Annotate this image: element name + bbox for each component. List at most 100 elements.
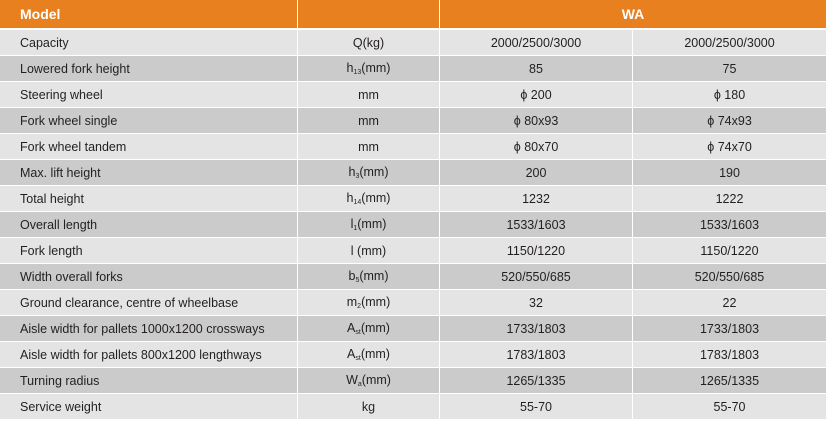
unit-tail: (mm): [361, 191, 391, 205]
table-row: Fork wheel single mm ϕ 80x93 ϕ 74x93: [0, 108, 826, 133]
table-cell: Fork wheel tandem: [0, 134, 298, 159]
table-row: Aisle width for pallets 800x1200 lengthw…: [0, 342, 826, 367]
table-row: Width overall forks b5(mm) 520/550/685 520/…: [0, 264, 826, 289]
unit: Ast(mm): [347, 321, 390, 336]
table-cell: 32: [440, 290, 633, 315]
table-cell: 55-70: [440, 394, 633, 419]
table-cell: h14(mm): [298, 186, 440, 211]
table-cell: ϕ 180: [713, 87, 746, 102]
table-cell: 1265/1335: [440, 368, 633, 393]
unit: b5(mm): [348, 269, 388, 284]
unit-subscript: st: [355, 355, 361, 362]
table-cell: Wa(mm): [298, 368, 440, 393]
table-cell: 2000/2500/3000: [440, 30, 633, 55]
unit: h3(mm): [348, 165, 388, 180]
table-cell: ϕ 74x70: [707, 139, 752, 154]
unit: Wa(mm): [346, 373, 391, 388]
unit-tail: (mm): [361, 295, 391, 309]
table-row: Turning radius Wa(mm) 1265/1335 1265/1335: [0, 368, 826, 393]
table-row: Lowered fork height h13(mm) 85 75: [0, 56, 826, 81]
table-cell: mm: [298, 134, 440, 159]
unit-symbol: m: [346, 295, 358, 309]
unit-symbol: h: [348, 165, 356, 179]
table-cell: Capacity: [0, 30, 298, 55]
table-cell: Fork wheel single: [0, 108, 298, 133]
header-cell: [298, 0, 440, 28]
table-cell: 2000/2500/3000: [684, 35, 775, 50]
table-cell: 85: [440, 56, 633, 81]
unit-tail: (mm): [359, 165, 389, 179]
table-cell: mm: [298, 82, 440, 107]
table-cell: 1733/1803: [699, 321, 760, 336]
table-cell: Aisle width for pallets 1000x1200 crossw…: [0, 316, 298, 341]
table-cell: mm: [298, 108, 440, 133]
table-cell: 1783/1803: [699, 347, 760, 362]
table-cell: 1783/1803: [440, 342, 633, 367]
header-row: Model WA: [0, 0, 826, 28]
unit-subscript: 3: [355, 173, 360, 180]
unit-tail: (mm): [360, 347, 390, 361]
table-cell: ϕ 200: [440, 82, 633, 107]
unit-symbol: A: [347, 347, 356, 361]
table-cell: Total height: [0, 186, 298, 211]
unit-symbol: h: [346, 191, 354, 205]
table-cell: 1232: [440, 186, 633, 211]
table-cell: l (mm): [298, 238, 440, 263]
table-cell: 200: [440, 160, 633, 185]
table-row: Service weight kg 55-70 55-70: [0, 394, 826, 419]
unit-subscript: 2: [357, 303, 362, 310]
table-cell: Overall length: [0, 212, 298, 237]
table-cell: ϕ 80x70: [440, 134, 633, 159]
unit-tail: (mm): [359, 269, 389, 283]
header-cell: WA: [621, 6, 645, 22]
table-cell: 520/550/685: [440, 264, 633, 289]
table-cell: Aisle width for pallets 800x1200 lengthw…: [0, 342, 298, 367]
table-row: Steering wheel mm ϕ 200 ϕ 180: [0, 82, 826, 107]
table-row: Aisle width for pallets 1000x1200 crossw…: [0, 316, 826, 341]
table-cell: Ast(mm): [298, 316, 440, 341]
table-cell: 1150/1220: [700, 243, 759, 258]
table-cell: 22: [722, 295, 737, 310]
table-cell: 1222: [715, 191, 744, 206]
unit-tail: (mm): [361, 373, 391, 387]
table-row: Fork length l (mm) 1150/1220 1150/1220: [0, 238, 826, 263]
table-cell: Q(kg): [298, 30, 440, 55]
unit-tail: (mm): [360, 321, 390, 335]
table-cell: h13(mm): [298, 56, 440, 81]
table-cell: Max. lift height: [0, 160, 298, 185]
table-cell: Service weight: [0, 394, 298, 419]
table-row: Fork wheel tandem mm ϕ 80x70 ϕ 74x70: [0, 134, 826, 159]
unit: l1(mm): [351, 217, 387, 232]
unit-tail: (mm): [357, 217, 387, 231]
unit-subscript: 14: [353, 199, 362, 206]
table-cell: ϕ 74x93: [707, 113, 752, 128]
table-cell: Lowered fork height: [0, 56, 298, 81]
table-cell: b5(mm): [298, 264, 440, 289]
table-cell: 520/550/685: [694, 269, 765, 284]
table-cell: Steering wheel: [0, 82, 298, 107]
table-cell: h3(mm): [298, 160, 440, 185]
table-cell: 55-70: [713, 399, 746, 414]
unit-symbol: b: [348, 269, 356, 283]
table-row: Total height h14(mm) 1232 1222: [0, 186, 826, 211]
table-cell: 1533/1603: [440, 212, 633, 237]
unit: h14(mm): [347, 191, 391, 206]
table-cell: 75: [722, 61, 737, 76]
table-cell: 1265/1335: [699, 373, 760, 388]
table-row: Max. lift height h3(mm) 200 190: [0, 160, 826, 185]
table-cell: l1(mm): [298, 212, 440, 237]
table-cell: ϕ 80x93: [440, 108, 633, 133]
table-row: Overall length l1(mm) 1533/1603 1533/1603: [0, 212, 826, 237]
table-cell: Ast(mm): [298, 342, 440, 367]
unit: m2(mm): [347, 295, 390, 310]
unit-symbol: l: [350, 217, 354, 231]
unit-subscript: st: [355, 329, 361, 336]
unit: h13(mm): [347, 61, 391, 76]
unit-symbol: W: [346, 373, 358, 387]
header-cell: Model: [0, 0, 298, 28]
table-cell: 190: [719, 165, 740, 180]
table-cell: 1533/1603: [699, 217, 760, 232]
table-cell: Width overall forks: [0, 264, 298, 289]
unit: Ast(mm): [347, 347, 390, 362]
